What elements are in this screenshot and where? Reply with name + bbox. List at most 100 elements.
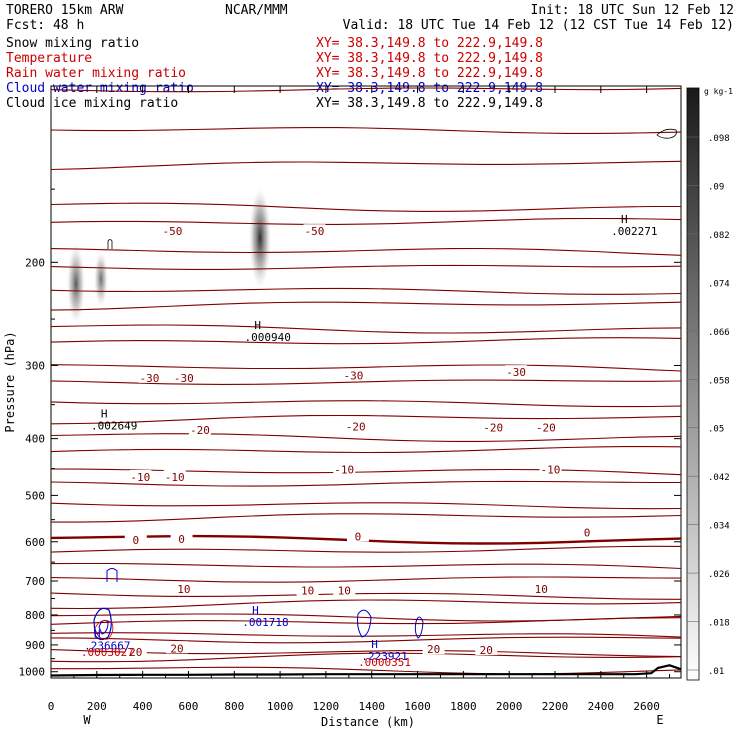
isotherm-line [51,160,681,171]
center-title: NCAR/MMM [225,3,288,18]
isotherm-label-bg [576,525,599,538]
isotherm-label-bg [344,419,367,432]
cloud-ice-contour [107,239,113,249]
colorbar-label: .026 [708,570,730,580]
colorbar-label: .058 [708,376,730,386]
isotherm-label: -20 [190,424,210,437]
temperature-isotherms [51,87,681,675]
isotherm-line [51,562,681,570]
legend-item-2: Rain water mixing ratio [6,66,186,81]
isotherm-line [51,513,681,523]
y-tick-label: 1000 [19,666,46,679]
isotherm-label: -20 [483,422,503,435]
isotherm-line [51,87,681,93]
snow-cell [67,244,85,324]
isotherm-line [51,652,681,663]
x-tick-label: 0 [48,700,55,713]
isotherm-label: 0 [178,533,185,546]
y-axis-label: Pressure (hPa) [3,331,17,432]
east-end-label: E [656,713,663,727]
maximum-value: .223921 [361,650,407,663]
x-tick-label: 600 [179,700,199,713]
isotherm-label-bg [172,370,195,383]
colorbar-unit: g kg-1 [704,87,733,96]
colorbar-label: .09 [708,182,724,192]
model-title: TORERO 15km ARW [6,3,124,18]
legend-xy-4: XY= 38.3,149.8 to 222.9,149.8 [316,96,543,111]
colorbar-label: .066 [708,328,730,338]
cloud-ice-contour [656,128,677,139]
legend-item-0: Snow mixing ratio [6,36,139,51]
cloud-water-contours [93,568,424,641]
isotherm-label: 10 [301,585,314,598]
maximum-marker: H [94,627,101,640]
cloud-water-contour [98,619,109,635]
colorbar-label: .034 [708,522,730,532]
isotherm-label-bg [124,533,147,546]
isotherm-label-bg [296,583,319,596]
isotherm-label: -10 [165,471,185,484]
isotherm-label-bg [163,469,186,482]
legend-item-1: Temperature [6,51,92,66]
isotherm-label: -10 [334,464,354,477]
maximum-marker: H [371,638,378,651]
maximum-value: .0003027 [81,646,134,659]
snow-cell [94,251,108,307]
isotherm-line [51,324,681,334]
x-axis-ticks: 0 200 400 600 800 1000 1200 1400 1600 1800 2000 220… [48,86,671,713]
isotherm-line [51,502,681,510]
isotherm-label-bg [482,420,505,433]
colorbar-label: .018 [708,619,730,629]
isotherm-label: 10 [535,583,548,596]
legend-item-4: Cloud ice mixing ratio [6,96,178,111]
colorbar-label: .098 [708,134,730,144]
isotherm-line [51,636,681,644]
x-tick-label: 1400 [358,700,385,713]
isotherm-line [51,301,681,311]
isotherm-line [51,264,681,270]
legend-xy-1: XY= 38.3,149.8 to 222.9,149.8 [316,51,543,66]
field-legend: Snow mixing ratio XY= 38.3,149.8 to 222.9… [6,36,543,111]
maximum-marker: H [621,213,628,226]
x-tick-label: 400 [133,700,153,713]
legend-item-3: Cloud water mixing ratio [6,81,194,96]
y-tick-label: 800 [25,609,45,622]
x-tick-label: 2000 [496,700,523,713]
y-tick-label: 200 [25,256,45,269]
isotherm-label-bg [303,224,326,237]
isotherm-label: -50 [162,225,182,238]
isotherm-label-bg [138,370,161,383]
isotherm-label-bg [534,420,557,433]
isotherm-label-bg [346,529,369,542]
isotherm-label: 20 [480,644,493,657]
isotherm-line [51,414,681,425]
isotherm-label-bg [188,423,211,436]
isotherm-label: -30 [174,372,194,385]
isotherm-label-bg [505,365,528,378]
x-tick-label: 800 [224,700,244,713]
isotherm-line [51,247,681,256]
isotherm-line [51,599,681,610]
y-tick-label: 700 [25,575,45,588]
isotherm-line [51,592,681,600]
y-tick-label: 500 [25,489,45,502]
snow-cell [249,188,271,288]
isotherm-line [51,480,681,487]
isotherm-label-bg [172,581,195,594]
isotherm-label-bg [161,224,184,237]
isotherm-label-bg [129,469,152,482]
x-tick-label: 2400 [588,700,615,713]
isotherm-label: -30 [506,366,526,379]
rain-water-contour [94,620,114,640]
maximum-marker: H [101,408,108,421]
y-tick-label: 900 [25,639,45,652]
x-tick-label: 1200 [313,700,340,713]
isotherm-label: -20 [346,420,366,433]
isotherm-line [51,446,681,454]
colorbar-label: .042 [708,473,730,483]
isotherm-line [51,576,681,583]
x-tick-label: 1000 [267,700,294,713]
contour-labels: -50 -50 -30 -30 -30 -30 -20 -20 -20 -20 -10 -10 -10 -… [81,213,658,669]
isotherm-label: 0 [584,526,591,539]
